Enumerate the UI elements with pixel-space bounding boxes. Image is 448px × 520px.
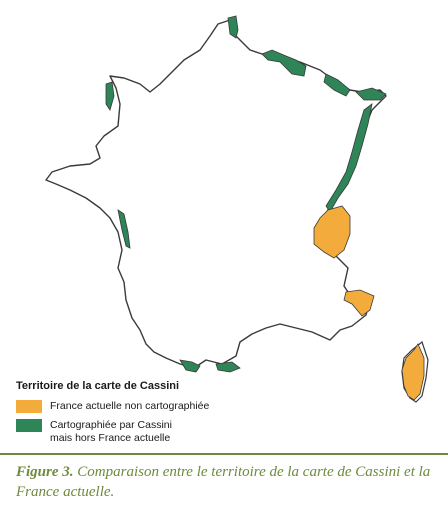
figure-number: Figure 3. [16,464,74,480]
caption-divider [0,453,448,455]
uncharted-region-savoy [313,205,351,259]
outside-region-brittany-coast [117,209,131,249]
france-map [45,15,429,403]
legend-label-uncharted: France actuelle non cartographiée [50,400,210,412]
outside-region-pyrenees-west [179,359,201,373]
outside-region-belgium [261,49,307,77]
figure-caption: Figure 3. Comparaison entre le territoir… [16,462,436,502]
outside-region-rhine [325,103,373,213]
legend-swatch-orange [16,400,42,413]
legend-title: Territoire de la carte de Cassini [16,380,180,392]
legend-swatch-green [16,419,42,432]
map [45,15,429,403]
outside-region-flanders [227,15,239,39]
caption-text: Comparaison entre le territoire de la ca… [16,464,431,500]
legend-item-uncharted: France actuelle non cartographiée [16,400,316,413]
outside-region-pyrenees-east [215,361,241,373]
legend: Territoire de la carte de Cassini France… [16,380,316,451]
legend-label-outside: Cartographiée par Cassini mais hors Fran… [50,419,172,444]
corsica-outline [401,340,429,403]
uncharted-region-corsica [401,343,425,401]
outside-region-channel-islands [105,81,115,111]
uncharted-region-nice [343,289,375,317]
outside-region-saarland [323,73,351,97]
outside-region-palatinate [355,87,387,101]
france-outline [45,19,387,369]
legend-item-outside: Cartographiée par Cassini mais hors Fran… [16,419,316,445]
